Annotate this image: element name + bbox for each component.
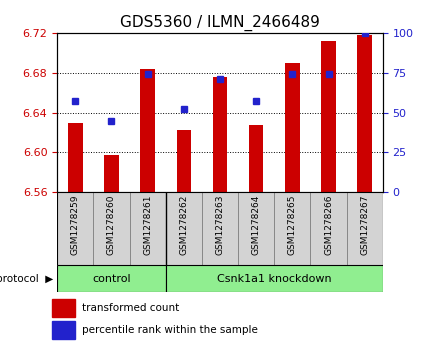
Bar	[104, 155, 119, 192]
Bar	[274, 192, 311, 265]
Bar	[285, 62, 300, 192]
Bar	[249, 125, 264, 192]
Title: GDS5360 / ILMN_2466489: GDS5360 / ILMN_2466489	[120, 15, 320, 31]
Bar	[166, 192, 202, 265]
Bar	[52, 299, 75, 317]
Bar	[129, 192, 166, 265]
Text: GSM1278264: GSM1278264	[252, 195, 260, 255]
Text: GSM1278260: GSM1278260	[107, 195, 116, 255]
Bar	[213, 77, 227, 192]
Text: GSM1278267: GSM1278267	[360, 195, 369, 255]
Text: GSM1278261: GSM1278261	[143, 195, 152, 255]
Bar	[321, 41, 336, 192]
Text: GSM1278265: GSM1278265	[288, 195, 297, 255]
Bar	[202, 192, 238, 265]
Text: percentile rank within the sample: percentile rank within the sample	[82, 325, 258, 335]
Bar	[57, 192, 93, 265]
Text: GSM1278259: GSM1278259	[71, 195, 80, 255]
Bar	[347, 192, 383, 265]
Bar	[238, 192, 274, 265]
Bar	[52, 321, 75, 339]
Text: Csnk1a1 knockdown: Csnk1a1 knockdown	[217, 274, 332, 284]
Bar	[357, 35, 372, 192]
Text: GSM1278266: GSM1278266	[324, 195, 333, 255]
Text: GSM1278263: GSM1278263	[216, 195, 224, 255]
Bar	[166, 265, 383, 292]
Bar	[93, 192, 129, 265]
Bar	[68, 123, 83, 192]
Text: GSM1278262: GSM1278262	[180, 195, 188, 255]
Text: transformed count: transformed count	[82, 303, 180, 313]
Bar	[311, 192, 347, 265]
Text: control: control	[92, 274, 131, 284]
Bar	[176, 131, 191, 192]
Bar	[57, 265, 166, 292]
Text: protocol  ▶: protocol ▶	[0, 274, 53, 284]
Bar	[140, 69, 155, 192]
